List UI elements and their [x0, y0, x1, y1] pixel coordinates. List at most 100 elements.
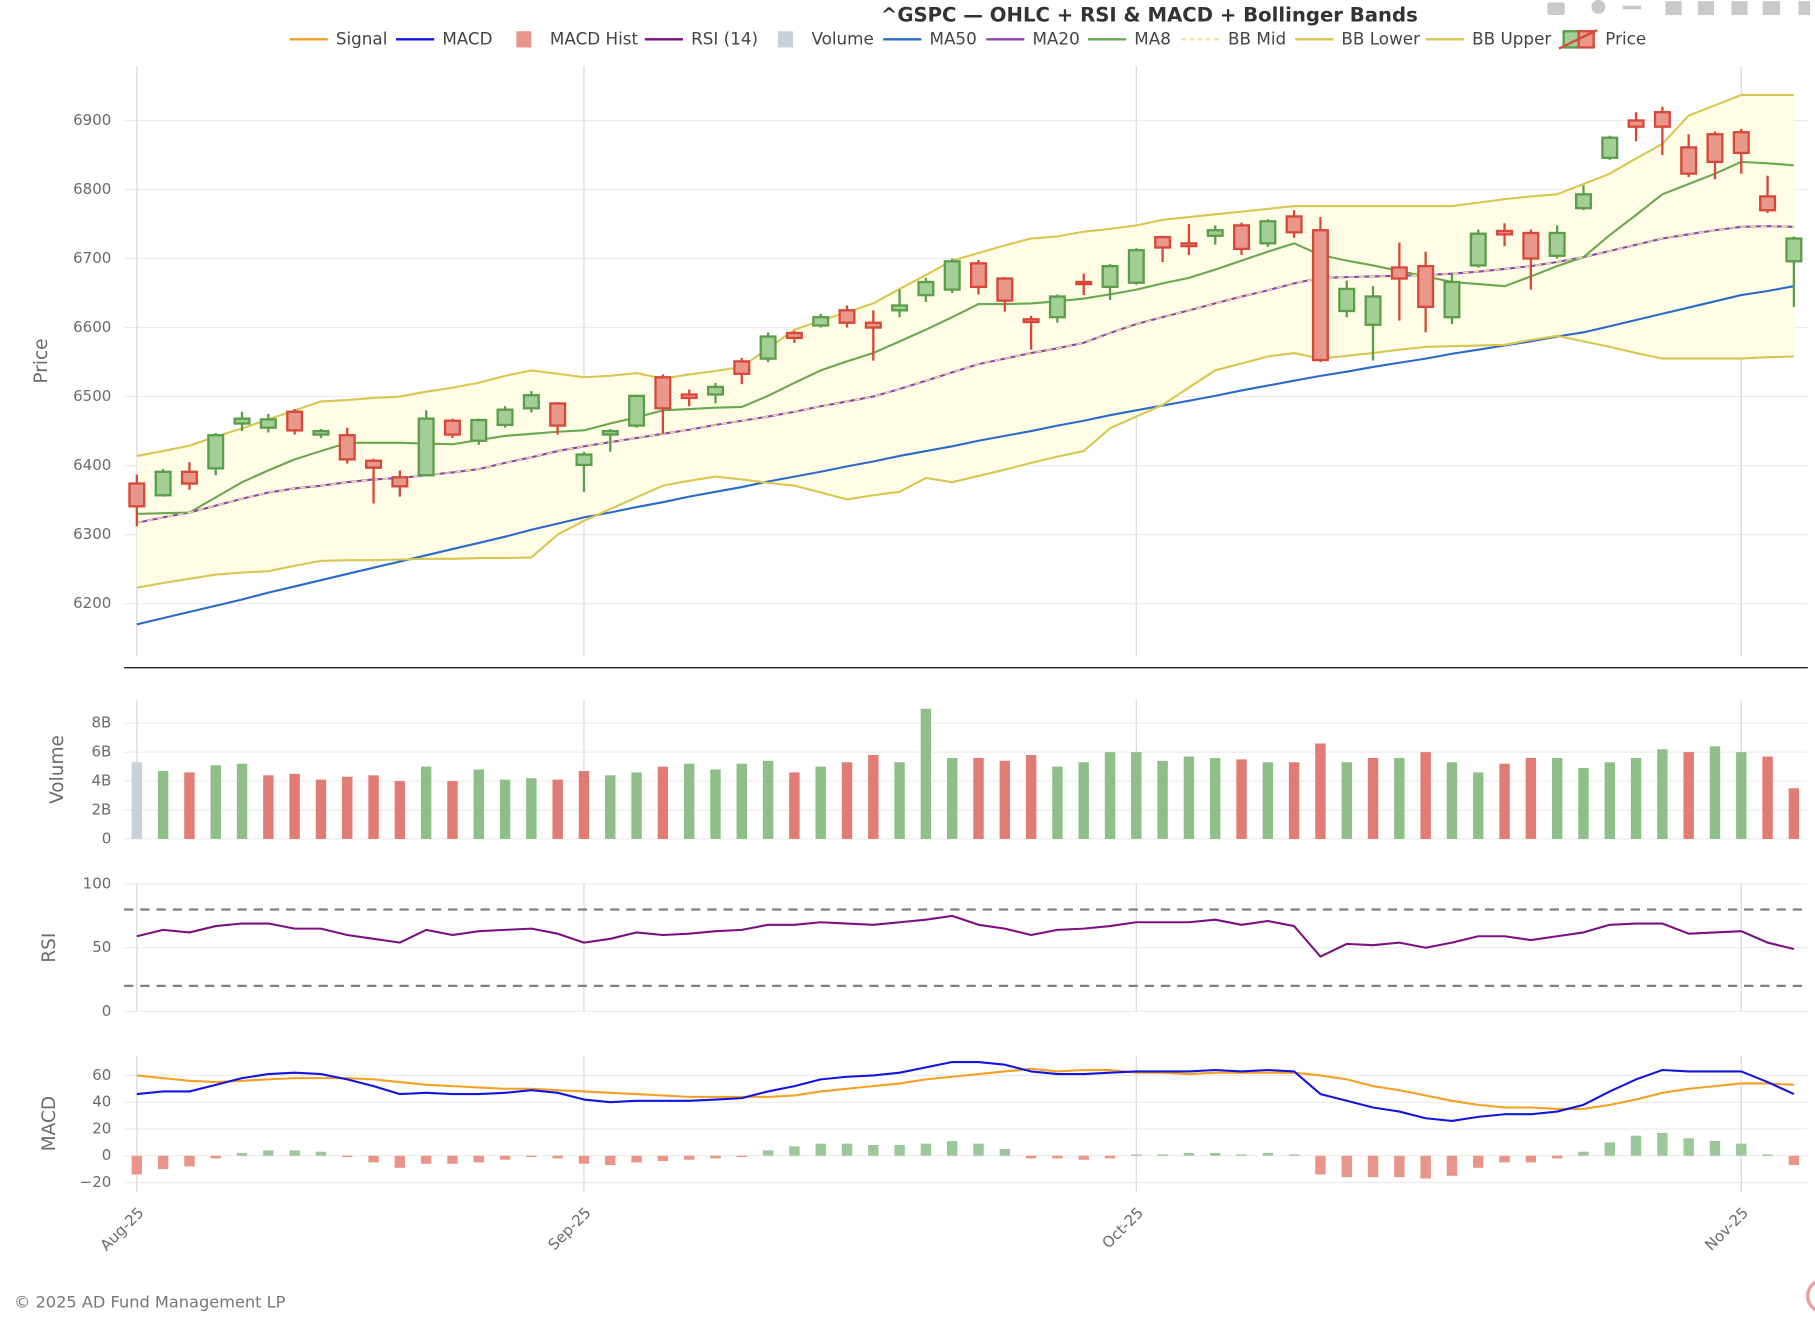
bar	[1657, 749, 1668, 839]
candle-body	[417, 417, 435, 477]
bar	[1341, 762, 1352, 839]
legend-item[interactable]: BB Lower	[1295, 28, 1420, 48]
bar	[1788, 1155, 1800, 1166]
corner-widget[interactable]	[1806, 1280, 1815, 1312]
candle-body	[706, 385, 725, 396]
series-line	[136, 93, 1794, 457]
toolbar-autoscale[interactable]	[1731, 1, 1748, 16]
candle-body	[207, 434, 225, 470]
legend-item[interactable]: MACD	[396, 28, 493, 48]
bar	[157, 770, 169, 839]
legend-item[interactable]: BB Mid	[1181, 28, 1286, 48]
candle-body	[1338, 287, 1356, 313]
legend-item[interactable]: MA20	[986, 28, 1080, 48]
bar	[368, 1155, 379, 1163]
y-tick-label: 6800	[73, 180, 111, 198]
bar	[762, 1150, 774, 1156]
candle-body	[864, 321, 882, 329]
legend-label: MACD	[442, 28, 492, 48]
bar	[946, 1141, 958, 1156]
y-tick-label: 4B	[91, 772, 111, 790]
toolbar-zoom-out[interactable]	[1697, 1, 1715, 16]
candle-body	[1653, 111, 1671, 128]
bar	[1420, 752, 1431, 839]
legend-item[interactable]: Price	[1558, 28, 1646, 50]
y-tick-label: 0	[102, 829, 112, 847]
candle-body	[391, 476, 409, 488]
bar	[184, 1155, 195, 1167]
bb-band	[136, 94, 1794, 588]
layer-candles	[128, 106, 1803, 527]
candle-body	[1101, 264, 1119, 288]
bar	[552, 779, 563, 839]
bar	[710, 1155, 721, 1159]
candle-body	[1022, 318, 1040, 324]
legend-label: BB Upper	[1472, 28, 1551, 48]
legend-item[interactable]: RSI (14)	[644, 28, 758, 48]
bar	[289, 773, 300, 839]
candle-body	[443, 419, 461, 436]
bar	[920, 1143, 932, 1156]
candle-body	[496, 408, 514, 427]
bar	[841, 1143, 853, 1156]
legend-item[interactable]: Volume	[777, 28, 874, 48]
bar	[1367, 1155, 1379, 1178]
y-tick-label: 6900	[73, 111, 111, 129]
bar	[1157, 760, 1168, 839]
bar	[236, 1153, 248, 1156]
bar	[868, 1145, 879, 1156]
candle-body	[1601, 136, 1619, 159]
toolbar-pan[interactable]	[1622, 5, 1642, 10]
candle-body	[1680, 146, 1698, 175]
bar	[1736, 1143, 1747, 1156]
toolbar-camera[interactable]	[1547, 2, 1565, 16]
bar	[473, 1155, 484, 1163]
bar	[1394, 757, 1405, 839]
toolbar-zoom[interactable]	[1591, 0, 1606, 14]
bar	[1683, 752, 1694, 839]
legend-item[interactable]: Signal	[289, 28, 388, 48]
bar	[1104, 1155, 1116, 1159]
legend-item[interactable]: MA50	[883, 28, 977, 48]
legend-swatch	[777, 31, 793, 48]
bar	[1183, 1153, 1195, 1156]
candle-body	[1390, 266, 1408, 280]
bar	[736, 1155, 747, 1158]
candle-body	[812, 316, 830, 327]
candle-body	[969, 262, 988, 288]
bar	[1315, 1155, 1326, 1175]
candle-body	[1311, 229, 1329, 362]
bar	[605, 775, 616, 839]
bar	[1499, 1155, 1510, 1163]
candle-body	[680, 393, 698, 400]
candle-body	[1759, 195, 1777, 212]
candle-body	[1627, 119, 1645, 128]
bar	[1446, 1155, 1458, 1176]
toolbar-zoom-in[interactable]	[1665, 1, 1682, 16]
bar	[578, 1155, 590, 1164]
bar	[683, 763, 695, 839]
bar	[1446, 762, 1458, 839]
legend-item[interactable]: MACD Hist	[516, 28, 639, 48]
candle-body	[180, 470, 198, 485]
legend-item[interactable]: BB Upper	[1425, 28, 1551, 48]
bar	[315, 779, 327, 839]
bar	[1762, 1154, 1773, 1156]
bar	[762, 760, 774, 839]
candle-body	[233, 417, 251, 425]
bar	[894, 1145, 905, 1156]
bar	[1604, 762, 1615, 839]
footer: © 2025 AD Fund Management LP	[14, 1292, 286, 1311]
layer-bars	[131, 708, 1800, 1179]
toolbar-more[interactable]	[1798, 1, 1811, 16]
bar	[315, 1151, 327, 1156]
x-tick-label: Sep-25	[544, 1204, 594, 1254]
legend-swatch	[516, 31, 532, 48]
legend-item[interactable]: MA8	[1088, 28, 1171, 48]
candle-body	[1180, 242, 1198, 248]
legend-label: BB Lower	[1341, 28, 1420, 48]
y-tick-label: 40	[92, 1093, 111, 1111]
bar	[131, 762, 143, 839]
toolbar-reset[interactable]	[1762, 1, 1780, 16]
bar	[815, 1143, 826, 1156]
